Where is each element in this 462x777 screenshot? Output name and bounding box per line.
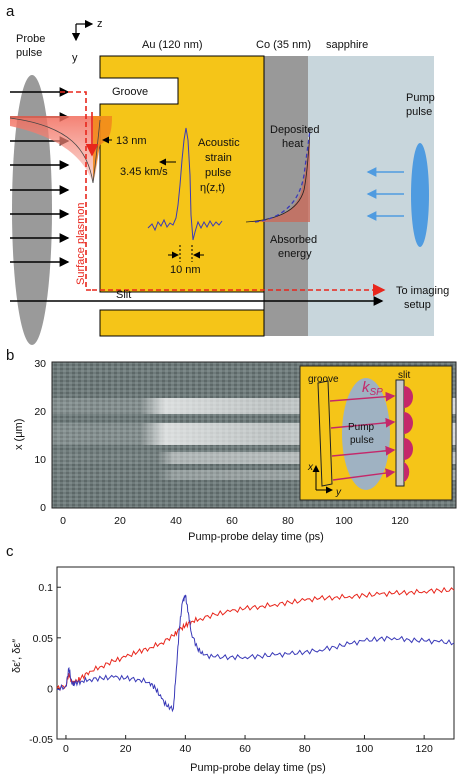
- surface-plasmon-label: Surface plasmon: [75, 202, 87, 285]
- sapphire-label: sapphire: [326, 39, 368, 51]
- plot-frame: [56, 566, 455, 740]
- probe-label-1: Probe: [16, 33, 45, 45]
- axis-y-label: y: [72, 52, 78, 64]
- y-tick-label: 0: [47, 683, 53, 695]
- b-xtick-100: 100: [335, 515, 353, 527]
- co-label: Co (35 nm): [256, 39, 311, 51]
- panel-b: b 0 10 20 30 x (μm) 0 20 40 60 80 100 12…: [6, 347, 457, 543]
- acoustic-label-2: strain: [205, 152, 232, 164]
- y-tick-label: 0.05: [33, 633, 54, 645]
- b-xtick-60: 60: [226, 515, 238, 527]
- absorbed-energy-area: [246, 128, 310, 222]
- absorbed-label-1: Absorbed: [270, 234, 317, 246]
- pump-label-2: pulse: [406, 106, 432, 118]
- panel-c-xlabel: Pump-probe delay time (ps): [190, 762, 326, 774]
- acoustic-label-4: η(z,t): [200, 182, 225, 194]
- plasmon-profile-gold: [93, 116, 112, 183]
- bright-band-4: [52, 470, 456, 480]
- inset-plasmon-bumps: [404, 386, 413, 482]
- inset-pump-spot: [342, 378, 390, 490]
- panel-b-xlabel: Pump-probe delay time (ps): [188, 531, 324, 543]
- b-ytick-0: 0: [40, 502, 46, 514]
- panel-c-ylabel: δε′, δε″: [11, 639, 23, 673]
- slit-label: Slit: [116, 289, 131, 301]
- inset-pump-label-2: pulse: [350, 435, 374, 446]
- gold-layer: [99, 55, 265, 337]
- x-tick-label: 20: [120, 743, 132, 755]
- x-tick-label: 80: [299, 743, 311, 755]
- pump-label-1: Pump: [406, 92, 435, 104]
- x-tick-label: 60: [239, 743, 251, 755]
- axis-indicator: z y: [71, 18, 103, 64]
- y-tick-label: -0.05: [29, 734, 53, 746]
- b-ytick-30: 30: [34, 358, 46, 370]
- imaging-label-2: setup: [404, 299, 431, 311]
- panel-b-inset: groove slit kSP Pump pulse x y: [299, 365, 453, 501]
- inset-pump-label-1: Pump: [348, 422, 375, 433]
- b-xtick-40: 40: [170, 515, 182, 527]
- panel-b-yticks: 0 10 20 30: [34, 358, 46, 514]
- inset-axis-x: x: [307, 462, 314, 473]
- probe-label-2: pulse: [16, 47, 42, 59]
- thirteen-nm-label: 13 nm: [116, 135, 147, 147]
- panel-c-label: c: [6, 543, 14, 560]
- inset-ksp-label: kSP: [362, 379, 383, 398]
- b-ytick-20: 20: [34, 406, 46, 418]
- acoustic-label-1: Acoustic: [198, 137, 240, 149]
- inset-ksp-arrows: [329, 391, 396, 481]
- acoustic-label-3: pulse: [205, 167, 231, 179]
- strain-pulse: [147, 127, 223, 241]
- x-tick-label: 0: [63, 743, 69, 755]
- deposited-label-1: Deposited: [270, 124, 320, 136]
- inset-axis-y: y: [335, 487, 342, 498]
- axis-z-label: z: [97, 18, 103, 30]
- inset-groove: [317, 380, 333, 487]
- panel-b-label: b: [6, 347, 14, 364]
- au-label: Au (120 nm): [142, 39, 203, 51]
- inset-groove-label: groove: [308, 374, 339, 385]
- panel-b-ylabel: x (μm): [13, 419, 25, 450]
- b-xtick-120: 120: [391, 515, 409, 527]
- speed-label: 3.45 km/s: [120, 166, 168, 178]
- absorbed-label-2: energy: [278, 248, 312, 260]
- x-tick-label: 120: [415, 743, 433, 755]
- groove-label: Groove: [112, 86, 148, 98]
- panel-a: a z y Probe pulse Au (120 nm) Co (35 nm)…: [6, 3, 449, 345]
- y-tick-label: 0.1: [38, 582, 53, 594]
- probe-pulse: [12, 75, 52, 345]
- inset-slit: [395, 379, 405, 487]
- x-tick-label: 40: [180, 743, 192, 755]
- series-line-1: [56, 594, 455, 713]
- b-xtick-80: 80: [282, 515, 294, 527]
- b-xtick-20: 20: [114, 515, 126, 527]
- deposited-label-2: heat: [282, 138, 303, 150]
- imaging-label-1: To imaging: [396, 285, 449, 297]
- series-line-0: [56, 586, 455, 692]
- panel-a-label: a: [6, 3, 15, 20]
- b-xtick-0: 0: [60, 515, 66, 527]
- b-ytick-10: 10: [34, 454, 46, 466]
- pump-arrows: [366, 167, 404, 221]
- x-tick-label: 100: [356, 743, 374, 755]
- pump-pulse: [411, 143, 429, 247]
- panel-b-xticks: 0 20 40 60 80 100 120: [60, 515, 409, 527]
- plasmon-profile: [10, 116, 100, 183]
- line-chart: 0 20 40 60 80 100 120 -0.05 0 0.05 0.1: [29, 566, 455, 755]
- inset-slit-label: slit: [398, 370, 410, 381]
- ten-nm-label: 10 nm: [170, 264, 201, 276]
